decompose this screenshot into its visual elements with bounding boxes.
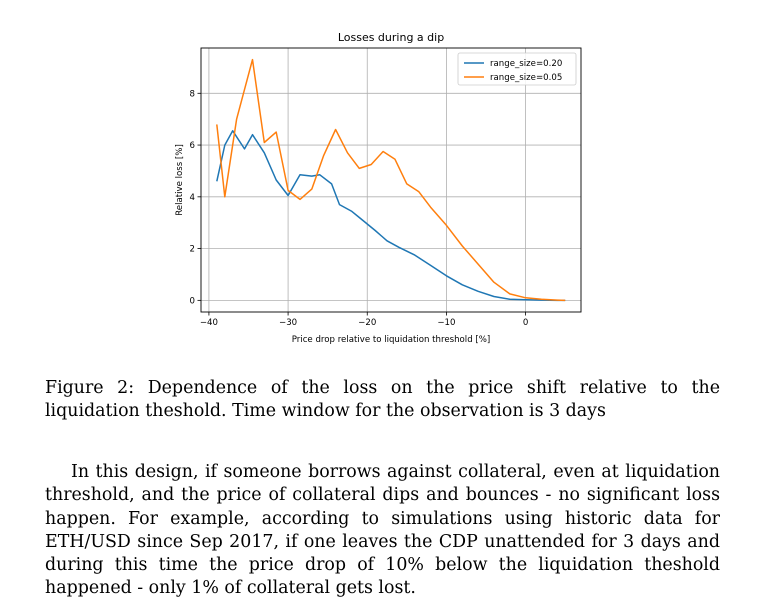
- y-tick-label: 6: [190, 141, 195, 151]
- series-line-1: [216, 58, 566, 302]
- y-tick-label: 2: [190, 245, 195, 255]
- loss-chart-figure: −40 −30 −20 −10 0 0 2 4 6 8 Losses during a dip P…: [160, 22, 600, 352]
- chart-legend: range_size=0.20 range_size=0.05: [457, 52, 577, 86]
- series-lines: [216, 58, 566, 302]
- x-axis-label: Price drop relative to liquidation thres…: [292, 335, 491, 345]
- legend-label-1: range_size=0.05: [490, 73, 562, 83]
- loss-chart: −40 −30 −20 −10 0 0 2 4 6 8 Losses during a dip P…: [175, 31, 582, 345]
- y-tick-label: 0: [190, 296, 195, 306]
- x-tick-label: −10: [437, 318, 455, 328]
- legend-label-0: range_size=0.20: [490, 59, 562, 69]
- figure-caption: Figure 2: Dependence of the loss on the …: [45, 378, 720, 421]
- chart-title: Losses during a dip: [338, 31, 444, 44]
- legend-box: [457, 52, 577, 86]
- x-tick-label: 0: [523, 318, 528, 328]
- grid-lines: [201, 48, 581, 312]
- axis-ticks: −40 −30 −20 −10 0 0 2 4 6 8: [190, 89, 529, 328]
- series-line-0: [216, 130, 566, 302]
- y-axis-label: Relative loss [%]: [175, 144, 185, 216]
- x-tick-label: −20: [358, 318, 376, 328]
- body-paragraph: In this design, if someone borrows again…: [45, 462, 720, 599]
- axes-frame: [200, 47, 582, 313]
- x-tick-label: −30: [279, 318, 297, 328]
- y-tick-label: 4: [190, 193, 195, 203]
- x-tick-label: −40: [200, 318, 218, 328]
- y-tick-label: 8: [190, 89, 195, 99]
